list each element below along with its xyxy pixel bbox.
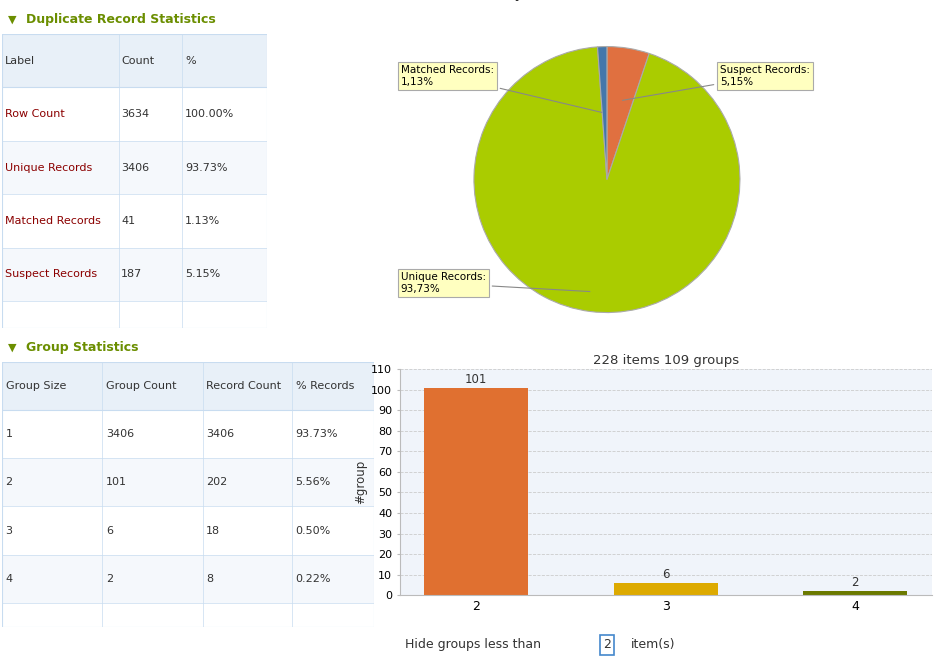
Text: 5.15%: 5.15% xyxy=(185,269,220,279)
Text: 100.00%: 100.00% xyxy=(185,109,234,119)
Text: 101: 101 xyxy=(106,477,127,487)
Text: Row Count: Row Count xyxy=(5,109,64,119)
Text: Group Size: Group Size xyxy=(6,381,66,391)
Bar xyxy=(614,583,718,595)
Text: 101: 101 xyxy=(465,373,487,386)
Text: 8: 8 xyxy=(206,574,214,584)
Text: Matched Records: Matched Records xyxy=(5,216,101,226)
Text: Suspect Records: Suspect Records xyxy=(5,269,97,279)
Text: 2: 2 xyxy=(852,577,859,589)
Text: 18: 18 xyxy=(206,525,220,535)
Text: Duplicate Record Statistics: Duplicate Record Statistics xyxy=(26,13,216,26)
Text: 0.50%: 0.50% xyxy=(295,525,331,535)
Text: 41: 41 xyxy=(121,216,136,226)
Text: 5.56%: 5.56% xyxy=(295,477,331,487)
Text: %: % xyxy=(185,56,196,66)
Bar xyxy=(2,410,374,458)
Bar xyxy=(2,87,267,141)
Wedge shape xyxy=(607,47,649,180)
Bar xyxy=(2,247,267,301)
Text: Label: Label xyxy=(5,56,35,66)
Text: 2: 2 xyxy=(106,574,113,584)
Bar xyxy=(2,555,374,603)
Bar xyxy=(2,507,374,555)
Text: 202: 202 xyxy=(206,477,228,487)
Text: Matched Records:
1,13%: Matched Records: 1,13% xyxy=(401,65,602,112)
Text: 3634: 3634 xyxy=(121,109,150,119)
Text: 93.73%: 93.73% xyxy=(295,429,338,439)
Text: Group Statistics: Group Statistics xyxy=(26,341,139,354)
Text: item(s): item(s) xyxy=(630,638,675,652)
Bar xyxy=(2,141,267,194)
Text: 1: 1 xyxy=(6,429,12,439)
Text: Count: Count xyxy=(121,56,154,66)
Text: 3406: 3406 xyxy=(206,429,234,439)
Text: 3: 3 xyxy=(6,525,12,535)
Text: 3406: 3406 xyxy=(106,429,134,439)
Bar xyxy=(2,194,267,247)
Text: 1.13%: 1.13% xyxy=(185,216,220,226)
Text: Unique Records: Unique Records xyxy=(5,162,92,172)
Bar xyxy=(424,388,528,595)
Text: Unique Records:
93,73%: Unique Records: 93,73% xyxy=(401,273,590,294)
Wedge shape xyxy=(598,47,607,180)
Bar xyxy=(804,591,907,595)
Text: % Records: % Records xyxy=(295,381,354,391)
Text: Group Count: Group Count xyxy=(106,381,177,391)
Text: ▼: ▼ xyxy=(8,14,16,25)
Y-axis label: #group: #group xyxy=(354,460,367,504)
Text: 0.22%: 0.22% xyxy=(295,574,331,584)
Bar xyxy=(2,458,374,507)
Text: 187: 187 xyxy=(121,269,142,279)
Text: ▼: ▼ xyxy=(8,342,16,353)
Text: Hide groups less than: Hide groups less than xyxy=(405,638,541,652)
Bar xyxy=(2,34,267,87)
Title: 228 items 109 groups: 228 items 109 groups xyxy=(593,354,739,366)
Text: 2: 2 xyxy=(6,477,13,487)
Wedge shape xyxy=(474,47,740,313)
Text: 2: 2 xyxy=(603,638,611,652)
Title: Duplicate Record Statistics: Duplicate Record Statistics xyxy=(490,0,724,1)
Text: 6: 6 xyxy=(662,568,669,581)
Text: Suspect Records:
5,15%: Suspect Records: 5,15% xyxy=(623,65,810,100)
Legend: Suspect Records, Unique Records, Matched Records: Suspect Records, Unique Records, Matched… xyxy=(449,396,765,414)
Text: 6: 6 xyxy=(106,525,113,535)
Text: Record Count: Record Count xyxy=(206,381,281,391)
Bar xyxy=(2,362,374,410)
Text: 3406: 3406 xyxy=(121,162,150,172)
Text: 4: 4 xyxy=(6,574,13,584)
Text: 93.73%: 93.73% xyxy=(185,162,228,172)
